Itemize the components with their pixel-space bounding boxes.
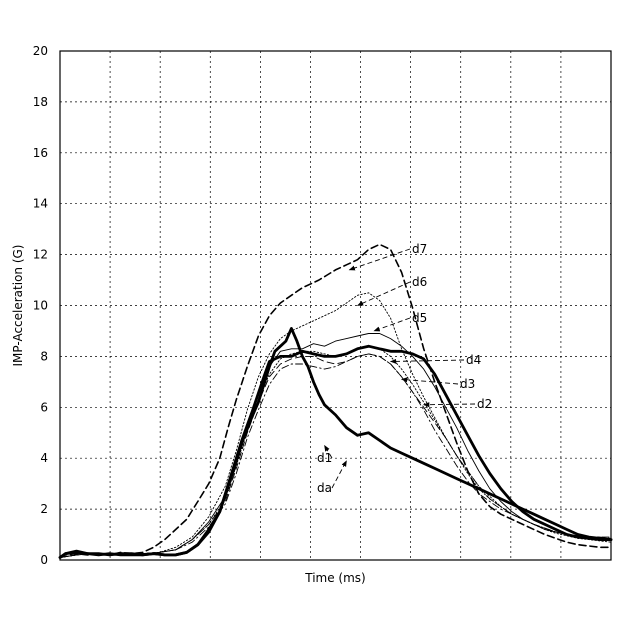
annotation-label-d4: d4: [466, 353, 481, 367]
y-tick-label: 18: [33, 95, 48, 109]
annotation-label-d1: d1: [317, 451, 332, 465]
series-line-d1: [60, 328, 611, 557]
y-tick-label: 16: [33, 146, 48, 160]
annotation-label-d2: d2: [477, 397, 492, 411]
y-tick-label: 14: [33, 197, 48, 211]
annotation-arrow-d3: [402, 379, 458, 384]
y-tick-label: 4: [40, 451, 48, 465]
y-tick-label: 12: [33, 248, 48, 262]
x-axis-title: Time (ms): [304, 571, 366, 585]
y-tick-label: 0: [40, 553, 48, 567]
annotation-label-d7: d7: [412, 242, 427, 256]
annotation-label-d6: d6: [412, 275, 427, 289]
series-line-da: [60, 346, 611, 557]
y-tick-label: 8: [40, 349, 48, 363]
y-axis-title: IMP-Acceleration (G): [11, 245, 25, 367]
y-tick-labels: 0 2 4 6 8 10 12 14 16 18 20: [33, 44, 48, 567]
series-line-d5: [60, 334, 611, 558]
annotation-label-d3: d3: [460, 377, 475, 391]
annotation-arrow-d2: [424, 404, 475, 405]
series-layer: [60, 244, 611, 557]
grid-lines: [60, 51, 611, 560]
y-tick-label: 6: [40, 400, 48, 414]
y-tick-label: 2: [40, 502, 48, 516]
annotation-arrow-da: [332, 461, 347, 488]
annotation-arrow-d5: [374, 318, 410, 331]
annotation-label-da: da: [317, 481, 332, 495]
series-line-d3: [60, 346, 611, 557]
y-tick-label: 10: [33, 299, 48, 313]
annotation-label-d5: d5: [412, 311, 427, 325]
y-tick-label: 20: [33, 44, 48, 58]
series-line-d6: [60, 293, 611, 558]
